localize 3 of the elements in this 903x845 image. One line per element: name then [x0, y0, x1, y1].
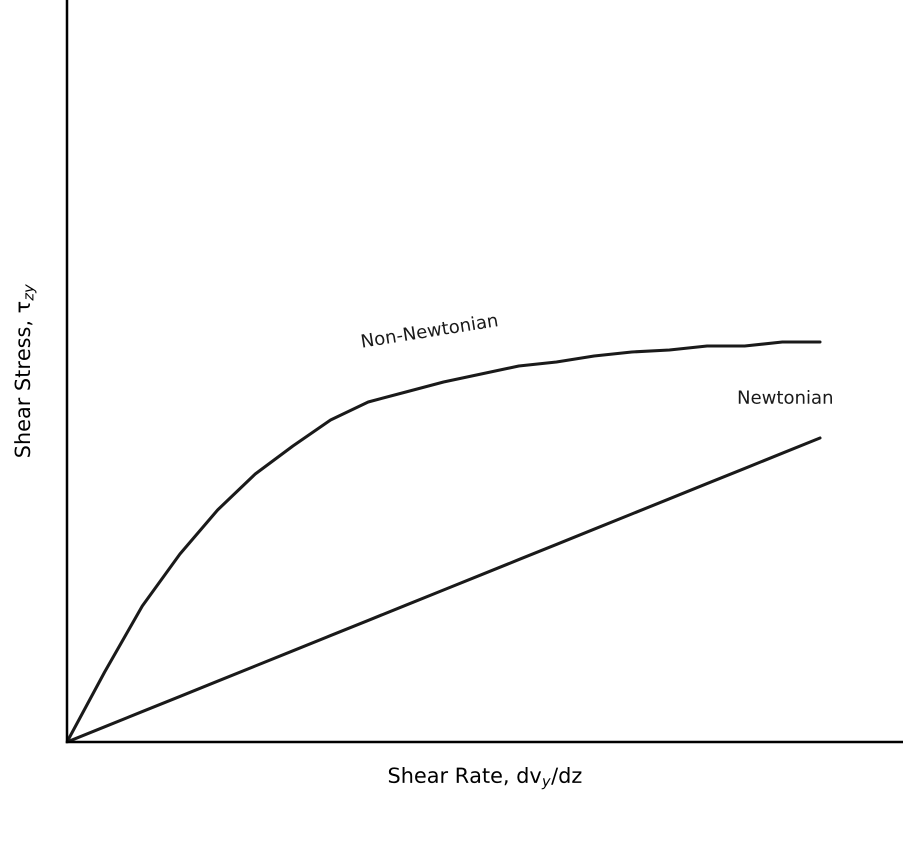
series-label: Newtonian	[738, 390, 832, 404]
y-axis-title: Shear Stress, τ$_{zy}$	[14, 284, 36, 457]
x-axis-title: Shear Rate, dv$_{y}$/dz	[388, 767, 582, 790]
